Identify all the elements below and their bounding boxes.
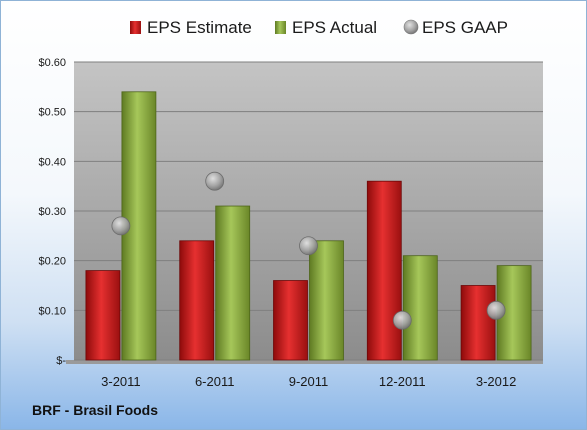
marker-eps-gaap <box>486 300 506 320</box>
bar-eps-estimate <box>85 270 121 361</box>
legend-label: EPS GAAP <box>422 18 508 37</box>
x-tick-label: 3-2012 <box>476 374 516 389</box>
marker-eps-gaap <box>299 236 318 256</box>
bar-eps-actual <box>309 240 344 361</box>
bar-eps-estimate <box>273 280 308 361</box>
legend-swatch <box>275 21 286 34</box>
y-tick-label: $- <box>56 355 66 367</box>
bar-eps-actual <box>402 255 438 361</box>
x-tick-label: 9-2011 <box>289 374 329 389</box>
y-tick-label: $0.20 <box>38 256 66 268</box>
bar-eps-estimate <box>366 180 402 361</box>
marker-eps-gaap <box>111 216 131 236</box>
bar-eps-actual <box>215 205 251 361</box>
marker-eps-gaap <box>392 310 412 330</box>
x-tick-label: 6-2011 <box>195 374 235 389</box>
company-name: BRF - Brasil Foods <box>32 402 159 418</box>
y-tick-label: $0.60 <box>38 57 66 69</box>
y-tick-label: $0.40 <box>38 156 66 168</box>
bar-eps-estimate <box>179 240 215 361</box>
x-tick-label: 12-2011 <box>379 374 426 389</box>
x-tick-label: 3-2011 <box>101 374 141 389</box>
legend-label: EPS Estimate <box>147 18 252 37</box>
y-tick-label: $0.10 <box>38 305 66 317</box>
bar-eps-estimate <box>460 285 496 361</box>
plot-floor <box>66 360 543 364</box>
y-tick-label: $0.30 <box>38 206 66 218</box>
legend-swatch <box>130 21 141 34</box>
legend-label: EPS Actual <box>292 18 377 37</box>
legend-swatch <box>403 19 419 35</box>
y-tick-label: $0.50 <box>38 107 66 119</box>
marker-eps-gaap <box>205 171 225 191</box>
